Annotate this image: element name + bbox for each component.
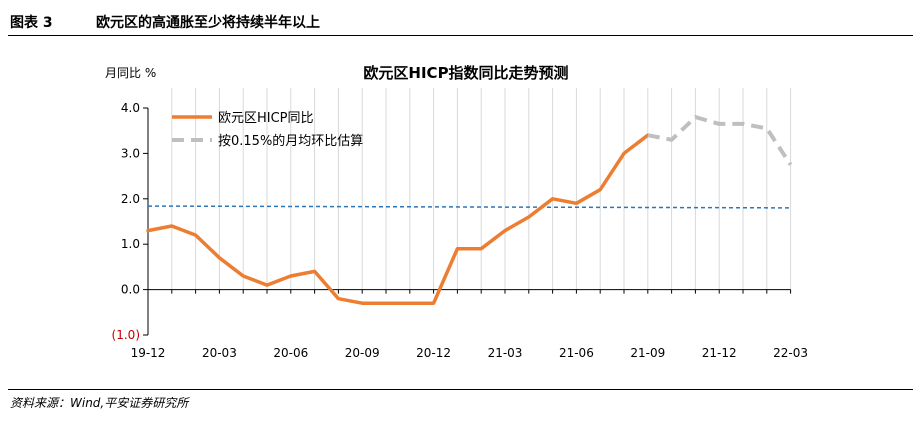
forecast-series-line [647, 115, 793, 166]
y-tick-label: 3.0 [121, 146, 140, 160]
legend-label: 欧元区HICP同比 [218, 111, 314, 126]
x-tick-label: 20-09 [345, 346, 380, 360]
y-tick-label: 4.0 [121, 101, 140, 115]
x-tick-label: 21-12 [702, 346, 737, 360]
figure-header: 图表 3 欧元区的高通胀至少将持续半年以上 [8, 8, 913, 34]
y-tick-label: 0.0 [121, 283, 140, 297]
y-tick-label: 1.0 [121, 237, 140, 251]
x-tick-label: 21-03 [488, 346, 523, 360]
actual-series-line [146, 133, 650, 305]
y-tick-label: 2.0 [121, 192, 140, 206]
x-tick-label: 22-03 [773, 346, 808, 360]
series-lines [146, 115, 793, 305]
x-tick-label: 20-06 [273, 346, 308, 360]
header-rule [8, 35, 913, 36]
gridlines [171, 88, 792, 290]
reference-line [147, 205, 791, 209]
legend-label: 按0.15%的月均环比估算 [218, 133, 363, 149]
chart-title: 欧元区HICP指数同比走势预测 [363, 64, 568, 82]
source-note: 资料来源：Wind,平安证券研究所 [10, 396, 189, 410]
x-tick-label: 20-12 [416, 346, 451, 360]
footer-rule [8, 389, 913, 390]
x-tick-label: 21-09 [630, 346, 665, 360]
figure-title: 欧元区的高通胀至少将持续半年以上 [96, 15, 320, 31]
y-axis-unit-label: 月同比 % [105, 66, 156, 80]
y-tick-label: (1.0) [112, 328, 140, 342]
axes: (1.0) 0.0 1.0 2.0 3.0 4.0 19-12 20-03 20-06 20-09… [112, 101, 808, 360]
x-tick-label: 19-12 [131, 346, 166, 360]
x-tick-label: 21-06 [559, 346, 594, 360]
figure-number: 图表 3 [10, 15, 53, 31]
x-tick-label: 20-03 [202, 346, 237, 360]
